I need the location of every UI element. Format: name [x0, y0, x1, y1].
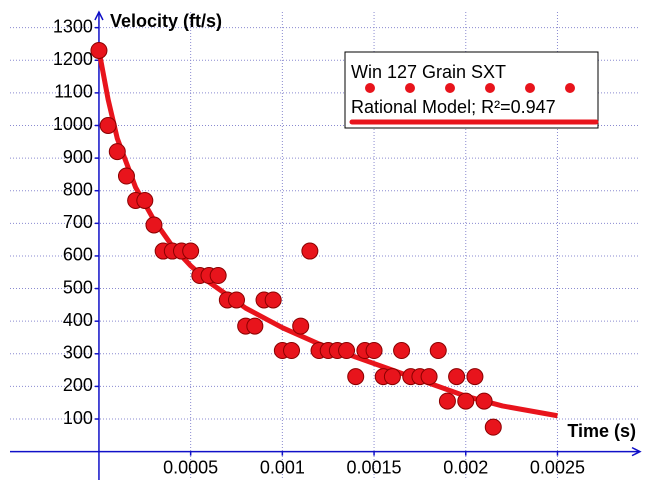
y-tick-label: 700 — [63, 212, 93, 232]
x-tick-label: 0.002 — [443, 457, 488, 477]
data-point — [429, 342, 447, 360]
data-point — [264, 291, 282, 309]
legend: Win 127 Grain SXT Rational Model; R²=0.9… — [344, 51, 599, 129]
legend-marker — [485, 83, 495, 93]
data-point — [393, 342, 411, 360]
data-point — [475, 392, 493, 410]
y-tick-label: 1200 — [53, 49, 93, 69]
y-tick-label: 600 — [63, 245, 93, 265]
data-point — [301, 242, 319, 260]
legend-label: Rational Model; R²=0.947 — [351, 97, 556, 117]
legend-marker — [365, 83, 375, 93]
data-point — [99, 116, 117, 134]
y-axis-label: Velocity (ft/s) — [110, 11, 222, 31]
data-point — [338, 342, 356, 360]
legend-marker — [565, 83, 575, 93]
y-tick-label: 200 — [63, 375, 93, 395]
data-point — [292, 317, 310, 335]
legend-marker — [445, 83, 455, 93]
legend-marker — [525, 83, 535, 93]
y-tick-label: 1100 — [54, 82, 93, 102]
y-axis-arrow — [94, 10, 104, 21]
data-point — [108, 143, 126, 161]
data-point — [246, 317, 264, 335]
data-point — [466, 368, 484, 386]
y-tick-label: 900 — [63, 147, 93, 167]
legend-label: Win 127 Grain SXT — [351, 62, 506, 82]
y-tick-label: 100 — [63, 408, 93, 428]
data-point — [448, 368, 466, 386]
y-tick-label: 1300 — [53, 16, 93, 36]
data-point — [136, 192, 154, 210]
data-point — [182, 242, 200, 260]
x-tick-label: 0.0015 — [347, 457, 402, 477]
data-point — [283, 342, 301, 360]
y-tick-label: 300 — [63, 343, 93, 363]
legend-marker — [405, 83, 415, 93]
data-point — [145, 216, 163, 234]
data-point — [420, 368, 438, 386]
marks — [90, 41, 558, 436]
data-point — [438, 392, 456, 410]
data-point — [365, 342, 383, 360]
x-axis-arrow — [631, 446, 642, 457]
y-tick-label: 400 — [63, 310, 93, 330]
legend-box — [344, 51, 599, 129]
data-point — [383, 368, 401, 386]
data-point — [457, 392, 475, 410]
data-point — [90, 41, 108, 59]
x-tick-label: 0.001 — [260, 457, 305, 477]
axes: 100 200 300 400 500 600 700 800 900 1000 1100 1200 1… — [10, 10, 642, 480]
data-point — [228, 291, 246, 309]
x-tick-label: 0.0005 — [163, 457, 218, 477]
data-point — [347, 368, 365, 386]
y-tick-label: 1000 — [53, 114, 93, 134]
y-tick-label: 800 — [63, 179, 93, 199]
x-tick-label: 0.0025 — [530, 457, 585, 477]
data-point — [484, 418, 502, 436]
x-axis-label: Time (s) — [567, 421, 636, 441]
data-point — [209, 267, 227, 285]
y-tick-label: 500 — [63, 277, 93, 297]
data-point — [117, 167, 135, 185]
